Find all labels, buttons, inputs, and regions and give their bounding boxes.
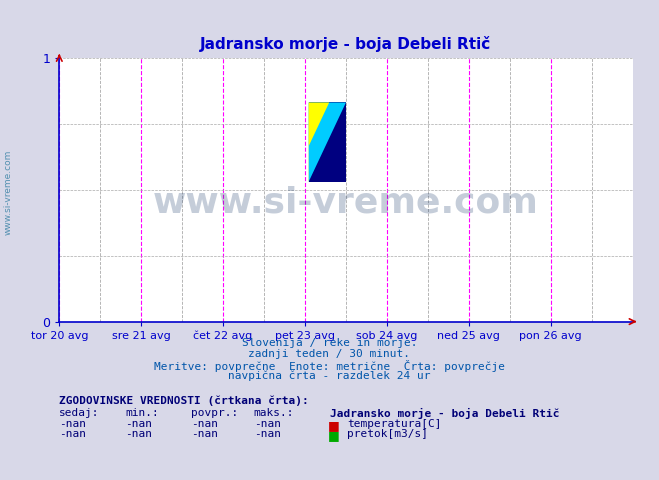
Text: -nan: -nan (254, 419, 281, 429)
Text: pretok[m3/s]: pretok[m3/s] (347, 429, 428, 439)
Text: www.si-vreme.com: www.si-vreme.com (3, 149, 13, 235)
Text: Slovenija / reke in morje.: Slovenija / reke in morje. (242, 338, 417, 348)
Bar (308, 102, 346, 181)
Text: maks.:: maks.: (254, 408, 294, 418)
Text: navpična črta - razdelek 24 ur: navpična črta - razdelek 24 ur (228, 370, 431, 381)
Polygon shape (308, 103, 330, 146)
Text: ■: ■ (328, 419, 340, 432)
Text: temperatura[C]: temperatura[C] (347, 419, 442, 429)
Text: ZGODOVINSKE VREDNOSTI (črtkana črta):: ZGODOVINSKE VREDNOSTI (črtkana črta): (59, 396, 309, 407)
Text: www.si-vreme.com: www.si-vreme.com (153, 186, 539, 220)
Text: Meritve: povprečne  Enote: metrične  Črta: povprečje: Meritve: povprečne Enote: metrične Črta:… (154, 360, 505, 372)
Text: sedaj:: sedaj: (59, 408, 100, 418)
Text: zadnji teden / 30 minut.: zadnji teden / 30 minut. (248, 349, 411, 359)
Polygon shape (308, 103, 346, 181)
Text: -nan: -nan (191, 419, 218, 429)
Text: -nan: -nan (59, 419, 86, 429)
Text: -nan: -nan (254, 429, 281, 439)
Text: -nan: -nan (59, 429, 86, 439)
Text: -nan: -nan (125, 419, 152, 429)
Text: povpr.:: povpr.: (191, 408, 239, 418)
Text: -nan: -nan (191, 429, 218, 439)
Text: Jadransko morje - boja Debeli Rtič: Jadransko morje - boja Debeli Rtič (330, 408, 559, 419)
Title: Jadransko morje - boja Debeli Rtič: Jadransko morje - boja Debeli Rtič (200, 36, 492, 52)
Text: -nan: -nan (125, 429, 152, 439)
Text: min.:: min.: (125, 408, 159, 418)
Polygon shape (308, 103, 346, 181)
Text: ■: ■ (328, 429, 340, 442)
Polygon shape (308, 103, 346, 181)
